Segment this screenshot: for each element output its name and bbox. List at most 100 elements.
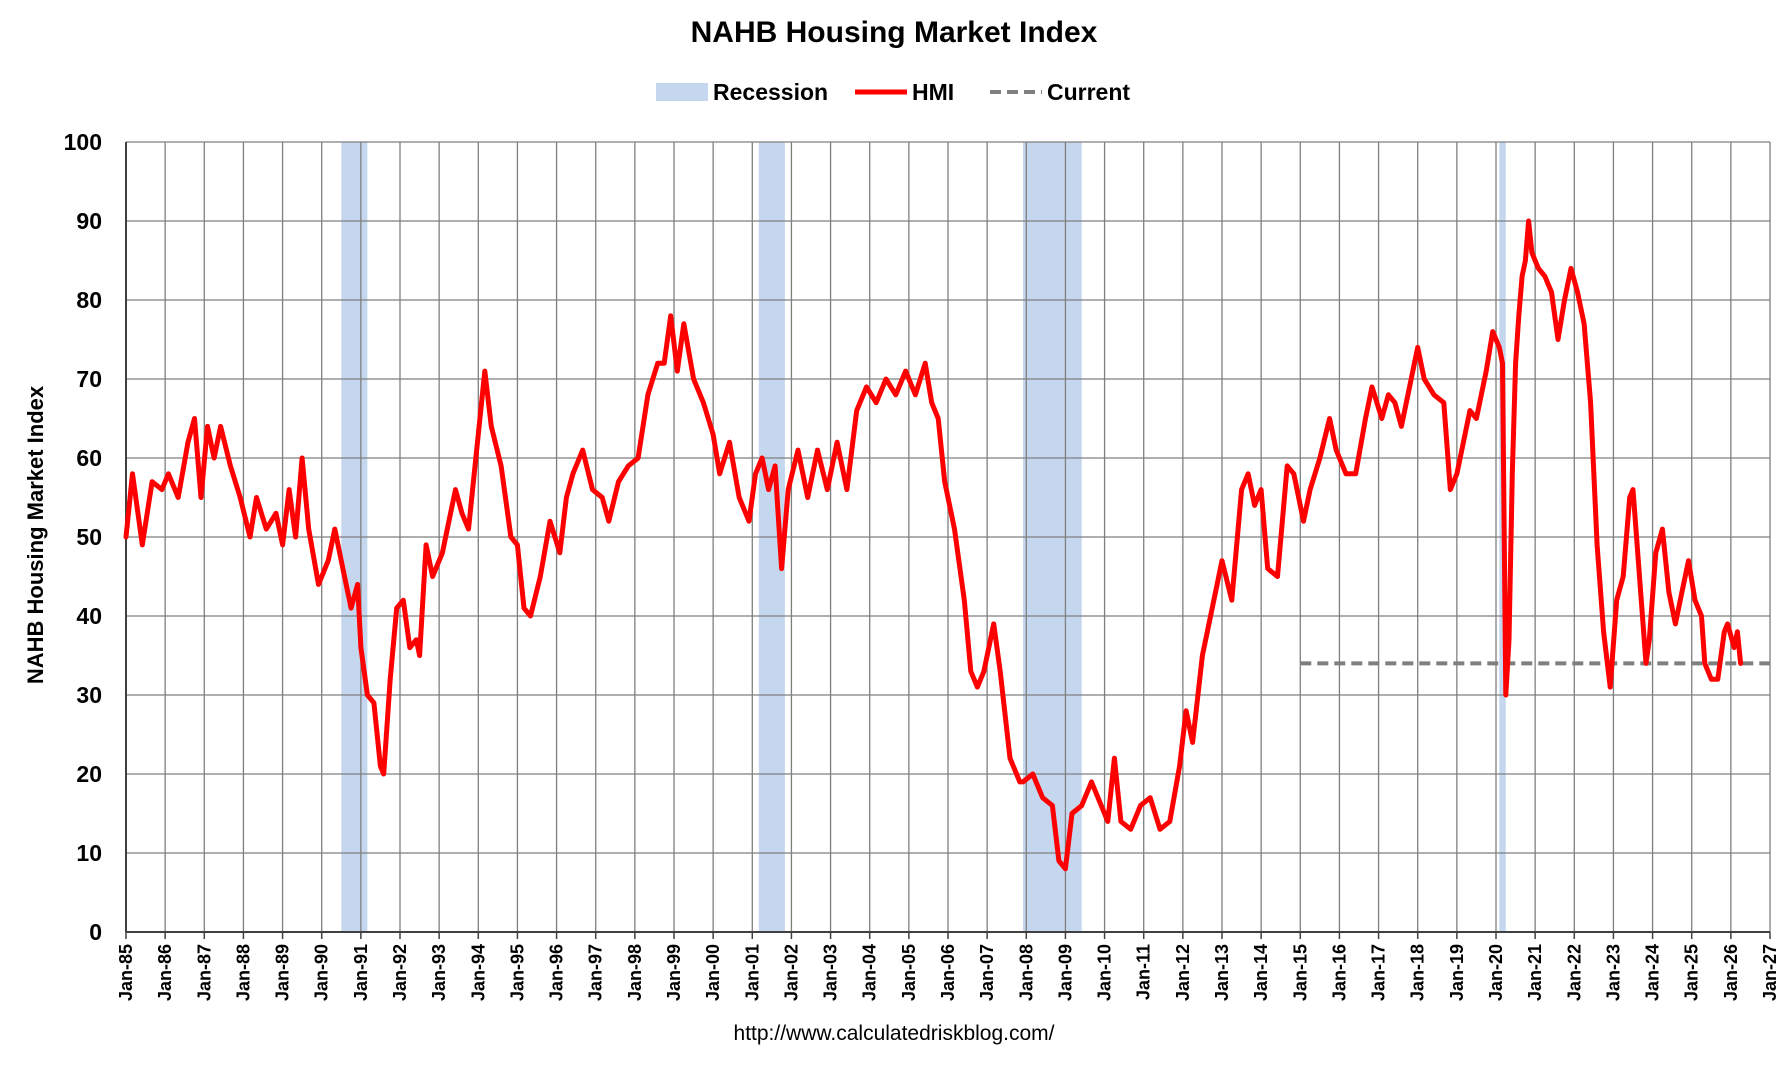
hmi-point-67 [627, 464, 630, 468]
hmi-point-201 [1648, 638, 1651, 641]
hmi-point-161 [1416, 346, 1419, 349]
hmi-point-212 [1716, 678, 1720, 681]
hmi-point-7 [177, 496, 180, 499]
hmi-point-3 [141, 543, 144, 547]
x-tick-label-16: Jan-00 [703, 944, 723, 1001]
hmi-point-113 [1018, 780, 1021, 784]
hmi-point-48 [467, 527, 470, 531]
x-tick-label-27: Jan-11 [1134, 944, 1154, 1000]
hmi-point-85 [773, 464, 777, 468]
hmi-point-30 [356, 583, 359, 586]
hmi-point-45 [447, 520, 451, 523]
x-tick-label-28: Jan-12 [1173, 944, 1193, 1001]
hmi-point-69 [646, 393, 650, 396]
hmi-point-62 [581, 448, 584, 452]
hmi-point-24 [307, 527, 310, 531]
x-tick-label-41: Jan-25 [1682, 944, 1702, 1001]
legend-recession-swatch [656, 83, 708, 101]
hmi-point-42 [424, 543, 428, 547]
hmi-point-41 [418, 654, 421, 657]
hmi-point-173 [1501, 362, 1504, 365]
x-tick-label-29: Jan-13 [1212, 944, 1232, 1001]
hmi-point-1 [124, 535, 128, 539]
hmi-point-143 [1266, 567, 1269, 570]
hmi-point-103 [937, 417, 940, 420]
x-tick-label-9: Jan-93 [429, 944, 449, 1001]
hmi-point-152 [1344, 472, 1348, 475]
hmi-point-215 [1732, 646, 1736, 649]
y-tick-label-50: 50 [76, 524, 102, 550]
hmi-point-175 [1507, 638, 1511, 641]
hmi-point-208 [1693, 599, 1697, 602]
hmi-point-68 [636, 456, 640, 460]
hmi-point-78 [718, 472, 721, 475]
hmi-point-66 [617, 480, 620, 483]
hmi-point-32 [366, 693, 369, 697]
hmi-point-74 [682, 322, 685, 325]
hmi-point-172 [1498, 346, 1501, 349]
hmi-point-209 [1700, 614, 1703, 618]
hmi-point-121 [1080, 804, 1083, 807]
hmi-point-47 [460, 512, 464, 515]
hmi-point-6 [167, 472, 170, 475]
hmi-point-37 [395, 606, 398, 610]
hmi-point-211 [1710, 678, 1713, 681]
hmi-point-158 [1393, 401, 1397, 404]
hmi-point-144 [1276, 575, 1279, 578]
hmi-point-86 [780, 567, 783, 570]
source-url: http://www.calculatedriskblog.com/ [734, 1022, 1055, 1045]
hmi-point-100 [914, 393, 917, 396]
hmi-point-118 [1057, 859, 1061, 863]
hmi-point-8 [186, 441, 190, 444]
hmi-point-115 [1031, 772, 1035, 776]
y-tick-label-80: 80 [76, 287, 102, 313]
hmi-point-72 [669, 314, 672, 317]
hmi-point-79 [728, 441, 731, 444]
hmi-point-177 [1514, 362, 1517, 365]
hmi-point-71 [663, 362, 666, 365]
hmi-point-127 [1129, 828, 1132, 831]
hmi-point-162 [1423, 377, 1426, 381]
hmi-point-142 [1259, 488, 1263, 491]
x-tick-label-30: Jan-14 [1251, 944, 1271, 1001]
hmi-point-189 [1576, 290, 1579, 294]
hmi-point-119 [1064, 867, 1067, 870]
y-tick-label-70: 70 [76, 366, 102, 392]
hmi-point-171 [1491, 330, 1494, 333]
x-tick-label-17: Jan-01 [742, 944, 762, 1001]
hmi-point-166 [1455, 472, 1459, 475]
hmi-point-65 [607, 520, 610, 523]
hmi-point-168 [1468, 409, 1472, 412]
x-tick-label-32: Jan-16 [1329, 944, 1349, 1001]
hmi-point-63 [591, 488, 594, 491]
hmi-point-57 [539, 575, 542, 578]
hmi-point-160 [1410, 377, 1413, 381]
x-tick-label-18: Jan-02 [781, 944, 801, 1001]
hmi-point-183 [1537, 267, 1540, 270]
hmi-point-11 [206, 425, 209, 428]
hmi-point-53 [509, 535, 513, 539]
hmi-point-93 [845, 488, 849, 491]
hmi-point-149 [1318, 456, 1322, 460]
hmi-point-198 [1631, 488, 1635, 491]
hmi-point-16 [248, 535, 252, 539]
x-tick-label-1: Jan-85 [116, 944, 136, 1001]
hmi-point-153 [1354, 472, 1357, 475]
hmi-point-51 [490, 425, 493, 428]
hmi-point-147 [1302, 520, 1305, 523]
hmi-point-122 [1090, 780, 1093, 784]
hmi-point-43 [431, 575, 434, 578]
y-tick-label-90: 90 [76, 208, 102, 234]
hmi-point-169 [1475, 417, 1478, 420]
hmi-point-2 [131, 472, 134, 475]
x-tick-label-24: Jan-08 [1016, 944, 1036, 1001]
hmi-point-12 [212, 456, 216, 460]
hmi-point-206 [1680, 591, 1684, 594]
hmi-point-157 [1387, 393, 1390, 396]
hmi-point-184 [1543, 275, 1547, 278]
hmi-point-90 [816, 448, 819, 452]
x-tick-label-19: Jan-03 [821, 944, 841, 1001]
hmi-point-128 [1139, 804, 1142, 807]
hmi-point-60 [565, 496, 568, 499]
